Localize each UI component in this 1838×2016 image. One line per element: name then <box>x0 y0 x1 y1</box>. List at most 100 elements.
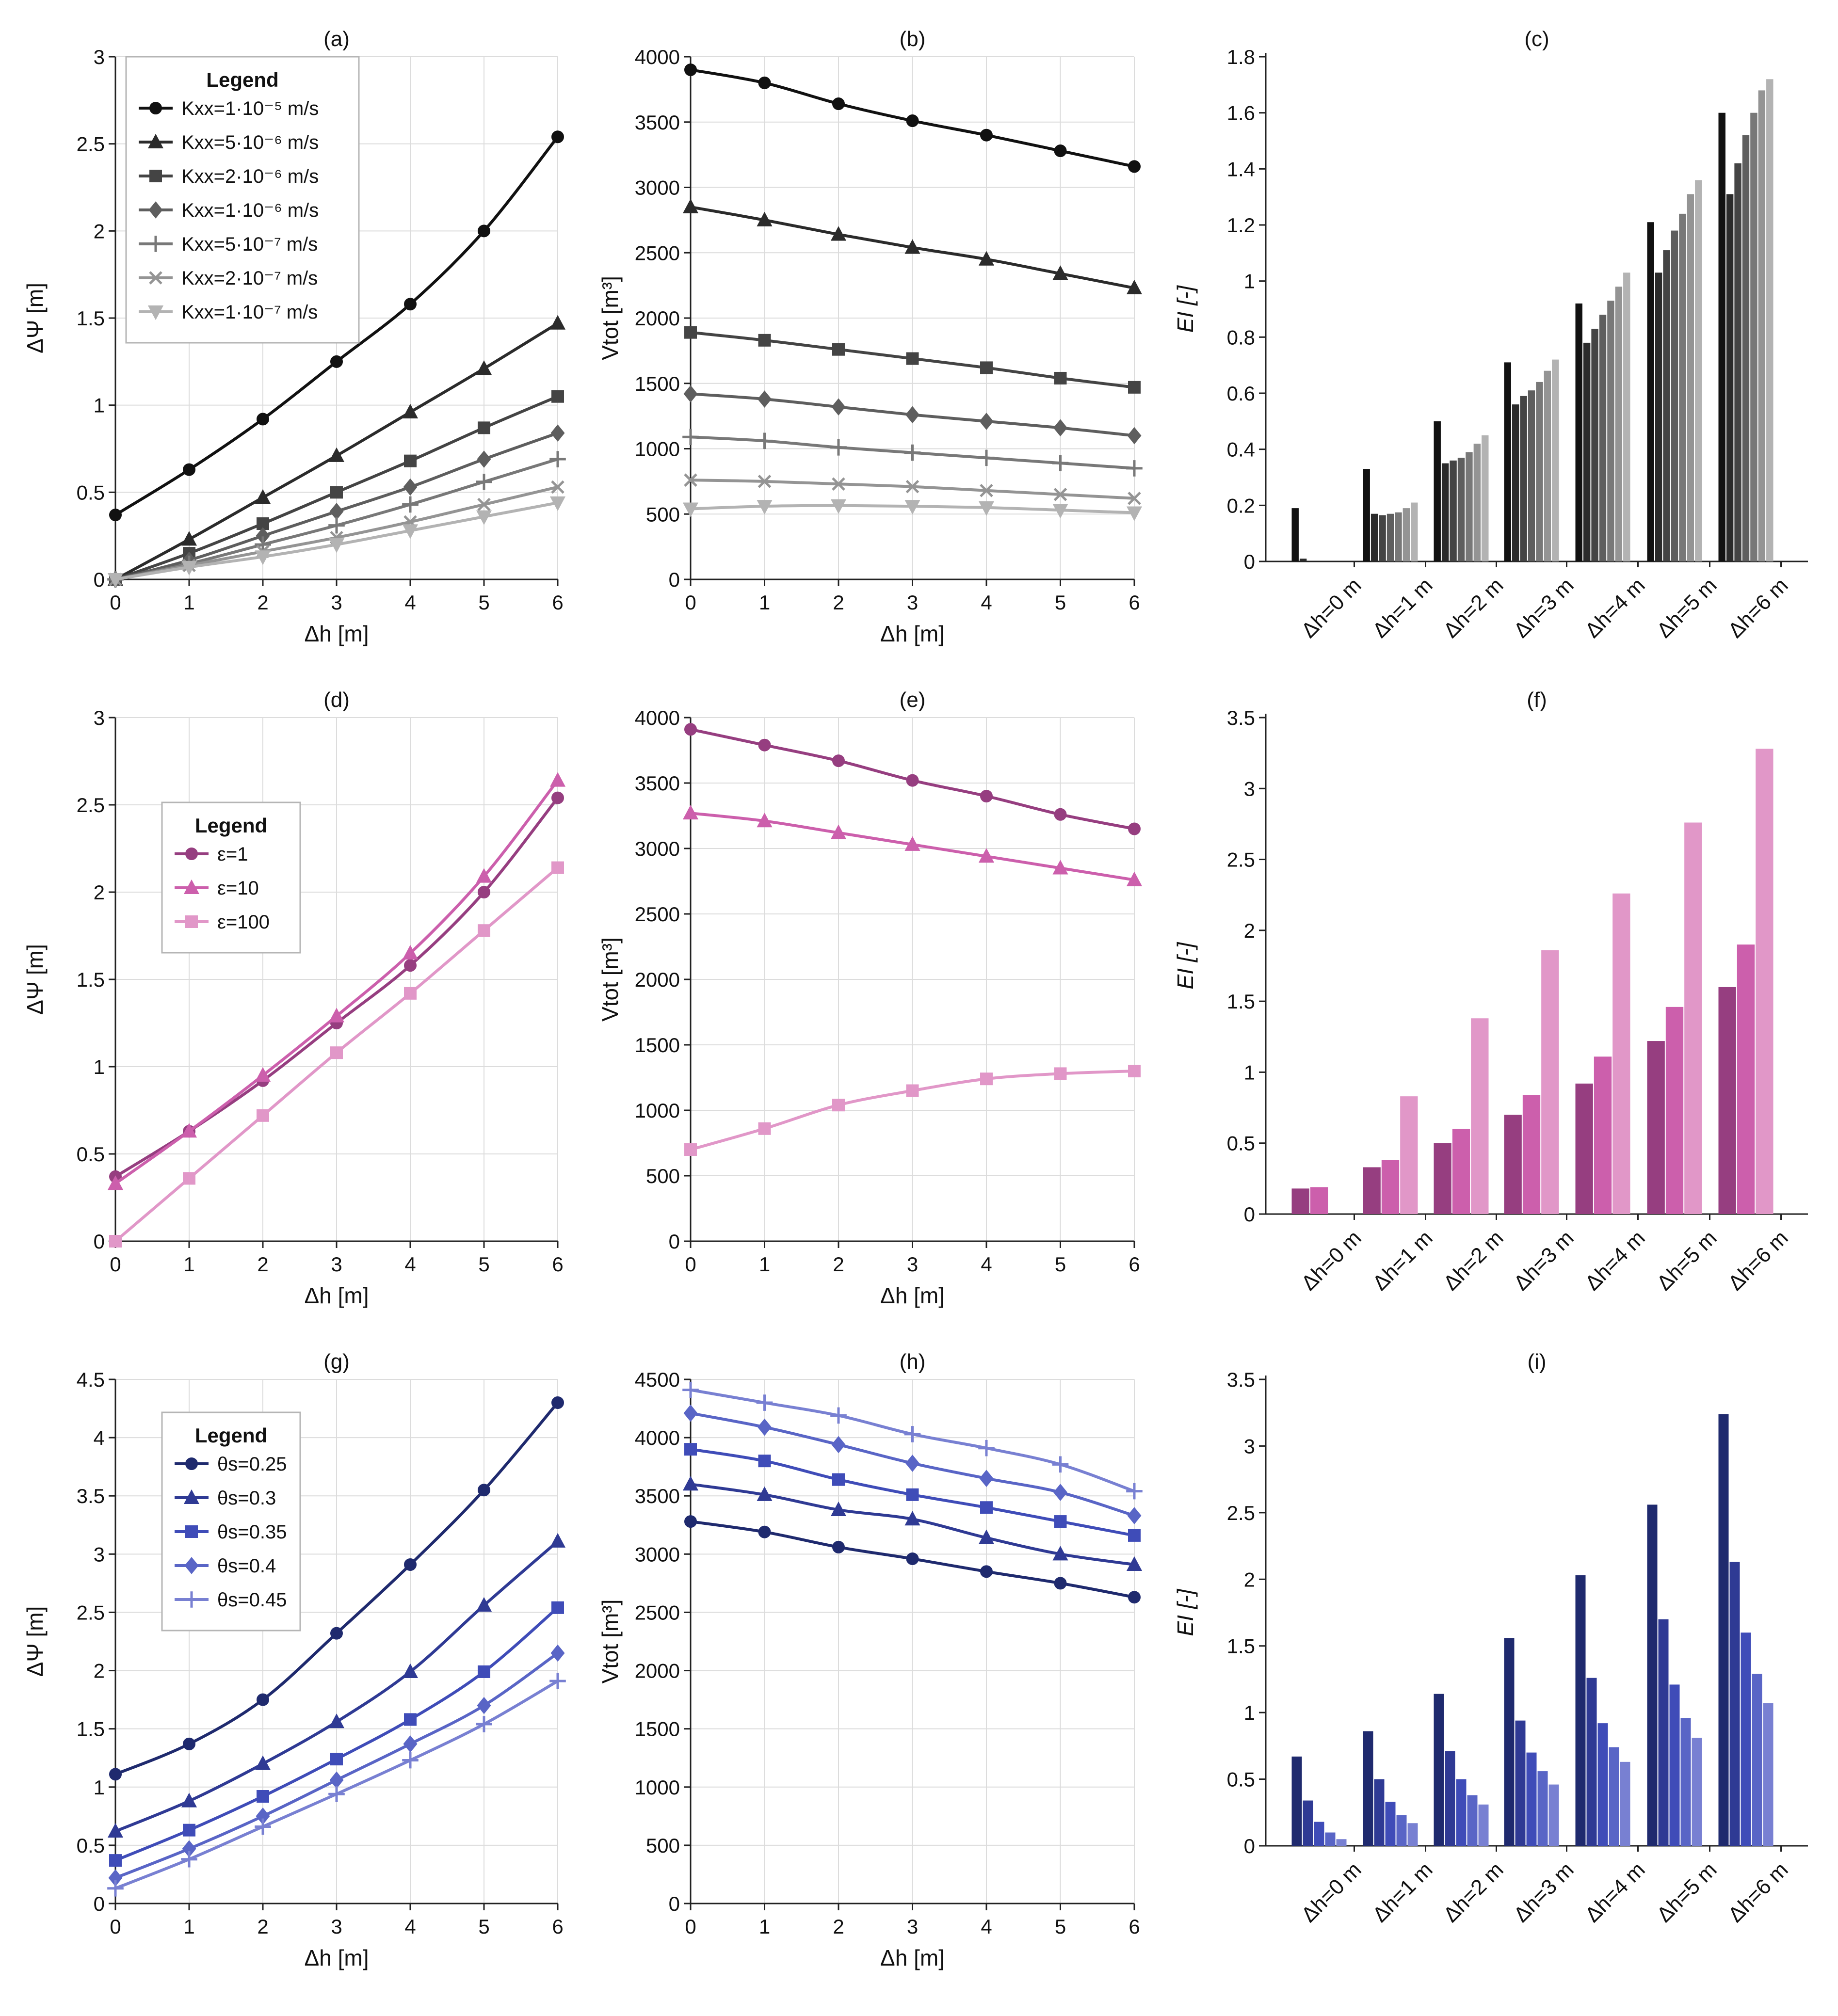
data-point <box>1128 822 1141 835</box>
series-3 <box>683 385 1142 445</box>
data-point <box>1054 808 1067 821</box>
data-point <box>832 477 845 491</box>
data-point <box>830 499 847 514</box>
data-point <box>980 128 993 142</box>
bar <box>1526 1752 1537 1846</box>
data-point <box>904 239 920 254</box>
data-point <box>1127 1507 1142 1524</box>
x-category-label: Δh=6 m <box>1724 1857 1793 1927</box>
data-point <box>1128 1065 1141 1077</box>
series-2 <box>684 1065 1141 1156</box>
bar <box>1291 1188 1309 1214</box>
y-tick-label: 0.5 <box>77 1143 105 1166</box>
x-tick-label: 5 <box>478 1253 489 1276</box>
data-point <box>109 509 122 522</box>
x-tick-label: 5 <box>1055 1253 1066 1276</box>
bar <box>1658 1619 1669 1846</box>
legend-swatch-marker <box>147 236 164 252</box>
data-point <box>477 450 491 468</box>
bar <box>1445 1751 1455 1846</box>
y-tick-label: 1 <box>1244 1061 1255 1084</box>
bar <box>1548 1784 1559 1846</box>
data-point <box>832 754 845 768</box>
data-point <box>181 1792 197 1808</box>
x-tick-label: 5 <box>478 591 489 614</box>
bar <box>1336 1839 1347 1846</box>
x-tick-label: 0 <box>110 1253 121 1276</box>
data-point <box>183 1172 195 1185</box>
bar <box>1537 1771 1548 1846</box>
data-point <box>402 944 419 960</box>
data-point <box>404 987 417 1000</box>
x-category-label: Δh=2 m <box>1439 1226 1508 1295</box>
x-category-label: Δh=3 m <box>1509 1857 1579 1927</box>
data-point <box>1052 1456 1069 1473</box>
x-tick-label: 3 <box>907 591 918 614</box>
data-point <box>181 531 197 546</box>
legend-swatch-marker <box>185 915 198 928</box>
y-tick-label: 500 <box>646 1834 680 1857</box>
data-point <box>328 1713 345 1728</box>
bar <box>1594 1056 1612 1214</box>
data-point <box>328 517 345 534</box>
bar <box>1310 1187 1328 1214</box>
bar <box>1609 1747 1619 1846</box>
data-point <box>255 1067 271 1082</box>
bar <box>1450 460 1457 561</box>
data-point <box>904 1511 920 1526</box>
bar <box>1665 1007 1684 1214</box>
data-point <box>684 1143 697 1156</box>
series-2 <box>684 1443 1141 1542</box>
bar <box>1726 194 1734 562</box>
bar <box>1411 502 1418 561</box>
legend-entry: θs=0.3 <box>217 1488 276 1509</box>
data-point <box>549 1533 566 1548</box>
bar <box>1615 287 1623 561</box>
y-tick-label: 2000 <box>635 1660 680 1682</box>
bar <box>1478 1804 1489 1846</box>
y-tick-label: 2500 <box>635 903 680 926</box>
y-tick-label: 3500 <box>635 1485 680 1507</box>
data-point <box>684 63 697 76</box>
x-tick-label: 4 <box>981 591 992 614</box>
bar <box>1729 1562 1740 1846</box>
legend-entry: ε=100 <box>217 912 270 933</box>
bar <box>1741 1632 1751 1846</box>
x-tick-label: 0 <box>685 591 696 614</box>
bar <box>1718 112 1725 561</box>
x-tick-label: 6 <box>552 1915 563 1938</box>
y-tick-label: 1500 <box>635 1034 680 1056</box>
data-point <box>979 413 994 430</box>
data-point <box>257 1109 269 1122</box>
data-point <box>476 510 492 525</box>
data-point <box>758 1418 772 1436</box>
x-tick-label: 0 <box>685 1915 696 1938</box>
series-6 <box>107 496 566 588</box>
legend-swatch-marker <box>185 1457 198 1470</box>
data-point <box>403 478 418 496</box>
y-tick-label: 3000 <box>635 176 680 199</box>
x-category-label: Δh=4 m <box>1580 1226 1650 1295</box>
x-tick-label: 2 <box>833 1915 844 1938</box>
data-point <box>1053 1484 1067 1501</box>
y-tick-label: 2 <box>1244 1568 1255 1591</box>
data-point <box>549 315 566 330</box>
legend-swatch-marker <box>149 102 162 114</box>
data-point <box>904 500 920 515</box>
bar <box>1575 303 1582 561</box>
data-point <box>904 836 920 851</box>
data-point <box>758 475 772 488</box>
bar <box>1647 1041 1665 1214</box>
data-point <box>683 1404 698 1422</box>
y-tick-label: 1.8 <box>1227 46 1255 68</box>
series-4 <box>682 1381 1143 1500</box>
x-axis-label: Δh [m] <box>305 621 369 646</box>
data-point <box>905 480 919 494</box>
panel-d: (d) 0 1 2 3 4 5 6 0 0.5 1 1.5 2 2.5 3 Δh [m] ΔΨ [m] Legen… <box>22 688 566 1308</box>
bar <box>1655 272 1662 561</box>
series-0 <box>684 723 1141 835</box>
x-category-label: Δh=1 m <box>1368 573 1437 642</box>
data-point <box>980 1072 993 1086</box>
bar <box>1400 1096 1418 1214</box>
y-tick-label: 3 <box>94 706 105 729</box>
